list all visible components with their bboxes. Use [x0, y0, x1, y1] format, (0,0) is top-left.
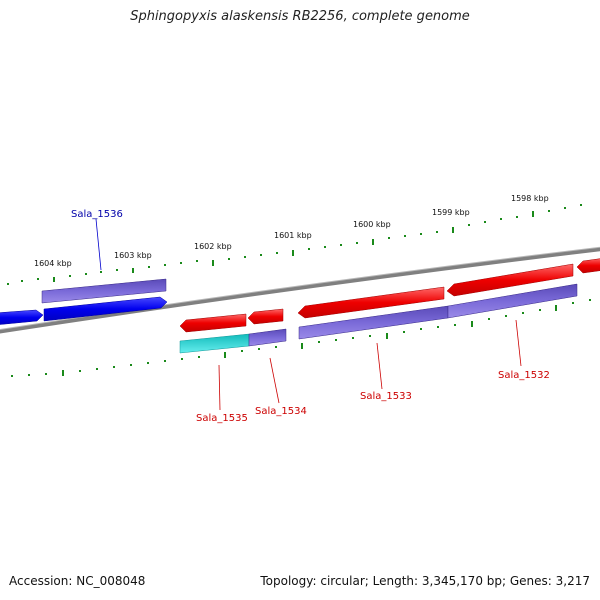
kbp-label: 1603 kbp	[114, 251, 152, 260]
gene-label-sala-1534[interactable]: Sala_1534	[255, 406, 307, 417]
gene-label-sala-1533[interactable]: Sala_1533	[360, 391, 412, 402]
kbp-label: 1601 kbp	[274, 231, 312, 240]
inner-tick-row	[11, 299, 591, 377]
reverse-gene-arrow[interactable]	[576, 258, 600, 274]
accession-text: Accession: NC_008048	[9, 574, 146, 588]
forward-cds-bar[interactable]	[41, 278, 167, 304]
forward-gene-arrow[interactable]	[0, 309, 44, 325]
reverse-gene-arrow-sala-1535[interactable]	[179, 313, 247, 333]
gene-label-sala-1536[interactable]: Sala_1536	[71, 209, 123, 220]
map-title: Sphingopyxis alaskensis RB2256, complete…	[130, 9, 470, 24]
kbp-label: 1598 kbp	[511, 194, 549, 203]
kbp-label: 1599 kbp	[432, 208, 470, 217]
kbp-label: 1600 kbp	[353, 220, 391, 229]
reverse-rna-bar[interactable]	[179, 333, 250, 354]
outer-tick-row	[7, 204, 582, 285]
kbp-label: 1604 kbp	[34, 259, 72, 268]
genome-backbone-highlight	[0, 246, 600, 330]
reverse-gene-arrow-sala-1533[interactable]	[297, 286, 445, 319]
forward-gene-arrow-sala-1536[interactable]	[43, 296, 168, 322]
reverse-gene-arrow-sala-1534[interactable]	[247, 308, 284, 325]
reverse-gene-arrow-sala-1532[interactable]	[446, 263, 574, 297]
kbp-label: 1602 kbp	[194, 242, 232, 251]
reverse-cds-bar[interactable]	[447, 283, 578, 319]
gene-label-sala-1535[interactable]: Sala_1535	[196, 413, 248, 424]
genome-backbone	[0, 247, 600, 334]
reverse-cds-bar[interactable]	[248, 328, 287, 347]
gene-label-sala-1532[interactable]: Sala_1532	[498, 370, 550, 381]
label-leader-lines	[95, 218, 522, 411]
genome-summary-text: Topology: circular; Length: 3,345,170 bp…	[260, 574, 590, 588]
